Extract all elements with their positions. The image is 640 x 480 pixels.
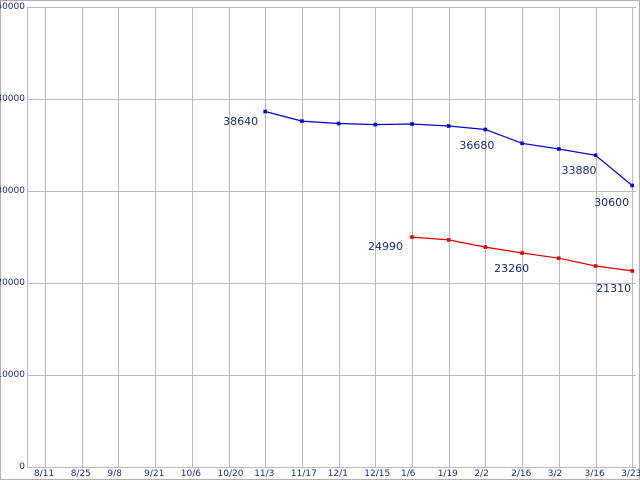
data-point-marker xyxy=(630,269,634,273)
data-point-marker xyxy=(630,183,634,188)
data-point-value-label: 36680 xyxy=(459,138,495,152)
x-tick-label: 10/20 xyxy=(217,469,244,479)
y-tick-label: 50000 xyxy=(0,2,25,12)
x-tick-label: 9/21 xyxy=(144,469,165,479)
data-point-value-label: 30600 xyxy=(594,196,630,210)
y-tick-label: 20000 xyxy=(0,278,25,288)
y-tick-label: 30000 xyxy=(0,186,25,196)
x-tick-label: 11/3 xyxy=(254,469,275,479)
data-point-marker xyxy=(410,122,414,126)
data-point-marker xyxy=(593,264,598,268)
x-tick-label: 8/25 xyxy=(70,469,91,479)
data-point-marker xyxy=(373,122,378,127)
y-tick-label: 40000 xyxy=(0,94,25,104)
data-point-marker xyxy=(557,256,561,260)
y-tick-label: 10000 xyxy=(0,370,25,380)
x-tick-label: 3/2 xyxy=(547,469,563,479)
x-tick-label: 3/16 xyxy=(584,469,605,479)
x-tick-label: 11/17 xyxy=(290,469,317,479)
x-tick-label: 1/19 xyxy=(437,469,458,479)
series-layer xyxy=(263,109,634,273)
data-point-marker xyxy=(557,147,561,151)
data-point-marker xyxy=(593,153,598,158)
data-point-marker xyxy=(410,235,414,239)
data-point-marker xyxy=(520,251,524,255)
x-tick-label: 2/2 xyxy=(474,469,489,479)
data-point-value-label: 38640 xyxy=(223,114,259,128)
data-point-marker xyxy=(446,238,451,242)
y-tick-label: 0 xyxy=(19,462,25,472)
data-point-marker xyxy=(336,121,341,126)
data-point-value-label: 21310 xyxy=(596,281,632,295)
x-tick-label: 2/16 xyxy=(511,469,532,479)
x-tick-label: 12/15 xyxy=(364,469,391,479)
data-point-marker xyxy=(483,245,488,249)
data-point-value-label: 24990 xyxy=(368,240,403,254)
x-tick-label: 12/1 xyxy=(327,469,348,479)
x-tick-label: 10/6 xyxy=(180,469,202,479)
x-tick-label: 8/11 xyxy=(34,469,55,479)
data-point-marker xyxy=(446,124,451,128)
data-point-marker xyxy=(483,127,488,132)
data-point-marker xyxy=(300,119,304,123)
data-point-marker xyxy=(263,109,267,114)
x-tick-label: 3/23 xyxy=(621,469,640,479)
data-point-value-label: 33880 xyxy=(561,164,597,178)
x-tick-label: 1/6 xyxy=(401,469,416,479)
grid-lines xyxy=(27,7,636,468)
data-point-value-label: 23260 xyxy=(494,262,530,275)
x-tick-label: 9/8 xyxy=(107,469,122,479)
chart-axes xyxy=(27,7,636,468)
data-point-marker xyxy=(520,141,524,146)
